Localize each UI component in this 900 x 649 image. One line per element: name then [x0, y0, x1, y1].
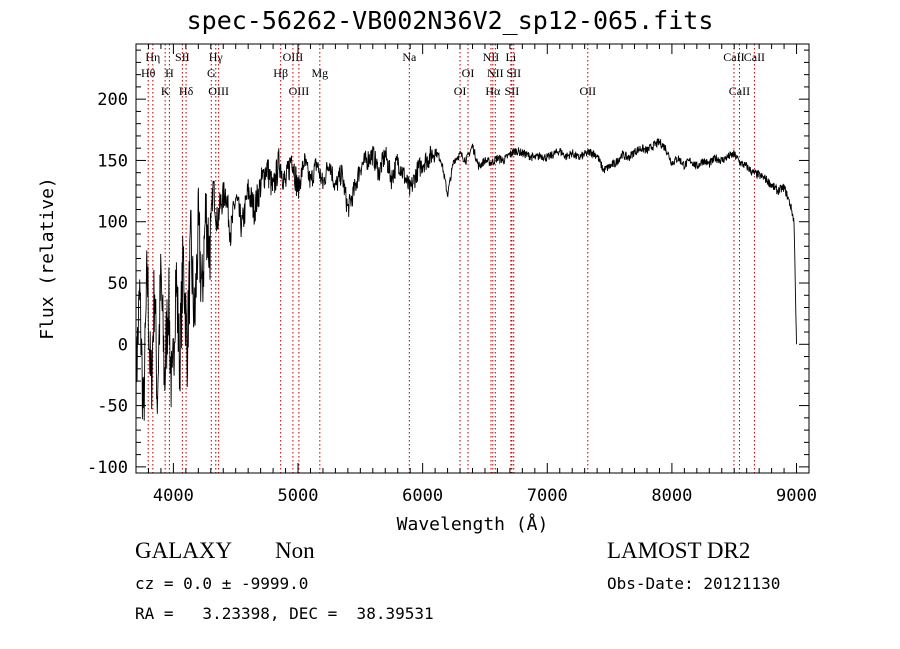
chart-title: spec-56262-VB002N36V2_sp12-065.fits — [186, 6, 714, 35]
spectral-line-label: Hγ — [209, 50, 224, 64]
spectral-line-label: OIII — [289, 84, 310, 98]
spectral-line-label: Hθ — [141, 66, 156, 80]
spectral-line-label: SII — [505, 84, 520, 98]
x-tick-label: 7000 — [527, 486, 568, 506]
spectral-line-label: Hδ — [179, 84, 194, 98]
object-subclass: Non — [275, 538, 315, 563]
x-tick-label: 6000 — [402, 486, 443, 506]
spectral-line-label: NII — [483, 50, 500, 64]
y-tick-label: -50 — [97, 397, 128, 417]
spectral-line-label: NII — [487, 66, 504, 80]
x-tick-label: 9000 — [776, 486, 817, 506]
spectral-line-label: SII — [506, 66, 521, 80]
spectral-line-label: Mg — [311, 66, 328, 80]
spectral-line-label: Li — [506, 50, 517, 64]
spectral-line-label: G — [207, 66, 216, 80]
spectral-line-label: Hα — [485, 84, 501, 98]
spectral-line-label: K — [161, 84, 170, 98]
spectral-line-label: CaII — [744, 50, 765, 64]
coordinates-readout: RA = 3.23398, DEC = 38.39531 — [135, 604, 434, 623]
spectral-line-label: H — [165, 66, 174, 80]
spectral-line-label: Na — [402, 50, 417, 64]
spectral-line-label: OI — [454, 84, 467, 98]
survey-label: LAMOST DR2 — [607, 538, 751, 563]
y-tick-label: 0 — [118, 335, 128, 355]
x-tick-label: 4000 — [153, 486, 194, 506]
spectral-line-label: Hη — [145, 50, 160, 64]
spectral-line-label: OIII — [283, 50, 304, 64]
y-tick-label: 150 — [97, 151, 128, 171]
y-tick-label: 50 — [108, 274, 128, 294]
plot-frame — [135, 43, 810, 474]
y-tick-label: 200 — [97, 90, 128, 110]
spectrum-series-line — [135, 138, 797, 425]
spectral-line-label: OIII — [208, 84, 229, 98]
y-axis-label: Flux (relative) — [37, 177, 58, 340]
x-axis-label: Wavelength (Å) — [397, 513, 549, 535]
spectral-line-label: OI — [462, 66, 475, 80]
y-tick-label: 100 — [97, 213, 128, 233]
redshift-readout: cz = 0.0 ± -9999.0 — [135, 574, 309, 593]
spectral-line-label: Hβ — [273, 66, 288, 80]
spectral-line-label: CaII — [729, 84, 750, 98]
spectral-line-label: CaII — [723, 50, 744, 64]
x-tick-label: 8000 — [651, 486, 692, 506]
object-class: GALAXY — [135, 538, 233, 563]
spectral-line-label: SII — [175, 50, 190, 64]
obs-date: Obs-Date: 20121130 — [607, 574, 781, 593]
spectral-line-label: OII — [579, 84, 596, 98]
y-tick-label: -100 — [87, 458, 128, 478]
x-tick-label: 5000 — [278, 486, 319, 506]
